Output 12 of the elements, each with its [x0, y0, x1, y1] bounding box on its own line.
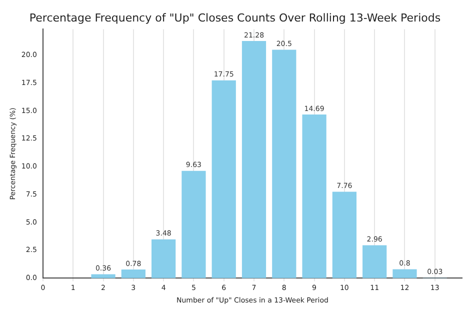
bar: [182, 170, 206, 278]
bar: [362, 245, 387, 278]
bar: [272, 50, 296, 278]
bar: [302, 114, 326, 278]
bar: [212, 80, 236, 278]
bar: [332, 192, 356, 278]
bar: [392, 269, 417, 278]
bar: [152, 239, 176, 278]
chart-title: Percentage Frequency of "Up" Closes Counts Over Rolling 13-Week Periods: [29, 11, 441, 24]
bar: [91, 274, 116, 278]
bar: [242, 41, 266, 278]
bar: [121, 270, 146, 278]
